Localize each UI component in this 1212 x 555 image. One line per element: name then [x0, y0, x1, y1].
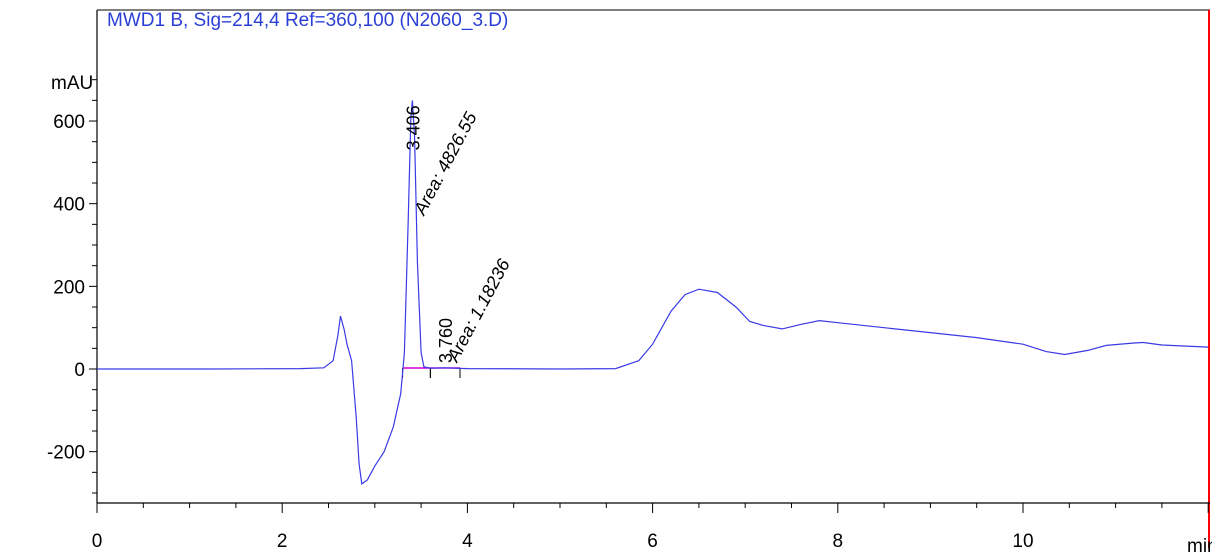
x-tick-label: 0	[92, 531, 103, 552]
x-tick-label: 10	[1012, 531, 1033, 552]
signal-trace	[97, 100, 1209, 485]
peak-baselines	[402, 367, 461, 378]
peak-retention-time: 3.406	[403, 105, 423, 150]
y-tick-label: 400	[53, 195, 85, 216]
peak-area-label: Area: 1.18236	[443, 255, 515, 366]
y-axis-label: mAU	[51, 73, 93, 94]
y-tick-label: -200	[47, 443, 85, 464]
y-axis-ticks: 600 400 200 0 -200	[47, 79, 97, 494]
x-tick-label: 6	[647, 531, 658, 552]
y-tick-label: 600	[53, 112, 85, 133]
x-tick-label: 2	[277, 531, 288, 552]
peak-retention-time: 3.760	[436, 318, 456, 363]
x-tick-label: 8	[833, 531, 844, 552]
y-tick-label: 200	[53, 277, 85, 298]
x-axis-ticks: 0 2 4 6 8 10	[92, 503, 1209, 552]
x-tick-label: 4	[462, 531, 473, 552]
chart-title: MWD1 B, Sig=214,4 Ref=360,100 (N2060_3.D…	[107, 10, 508, 31]
x-axis-label: min	[1187, 536, 1212, 555]
y-tick-label: 0	[74, 360, 85, 381]
